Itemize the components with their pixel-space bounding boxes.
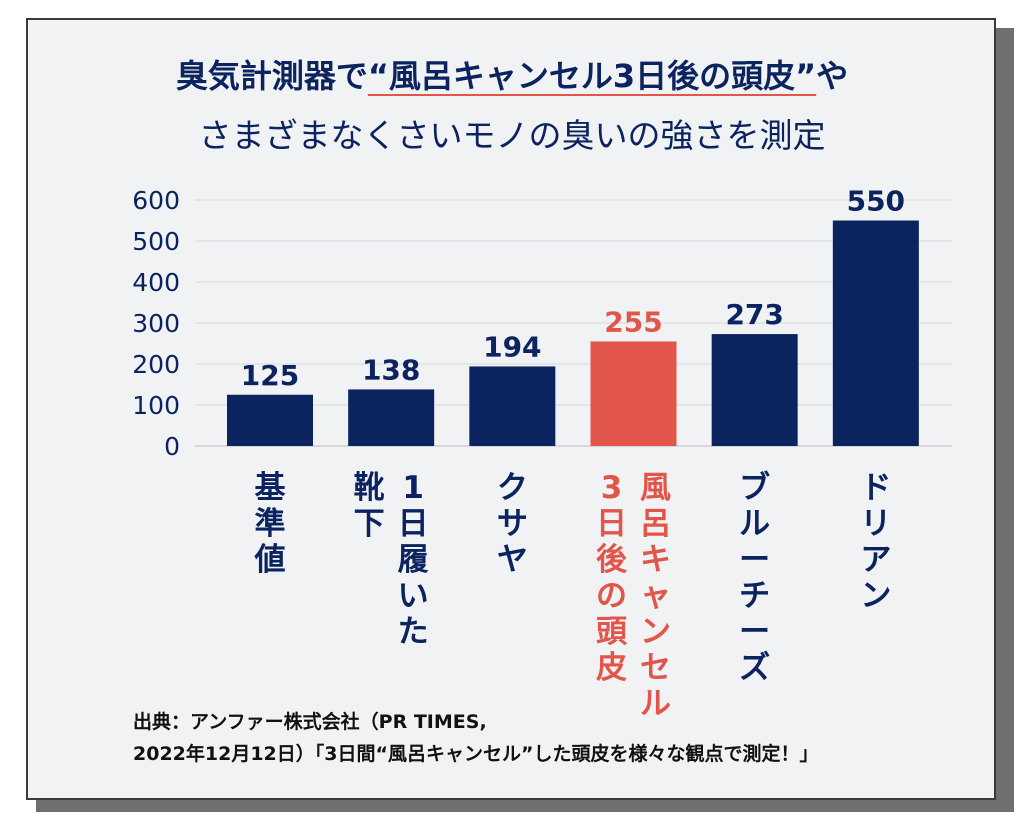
bars	[227, 220, 919, 446]
data-label: 194	[483, 330, 541, 363]
category-label-char: ー	[739, 542, 770, 578]
y-tick-label: 100	[132, 391, 180, 420]
category-label-char: ル	[739, 506, 770, 542]
category-label-char: セ	[640, 650, 671, 686]
category-label-char: キ	[640, 542, 671, 578]
bar	[227, 394, 313, 446]
y-tick-label: 200	[132, 350, 180, 379]
y-tick-label: 500	[132, 227, 180, 256]
y-tick-label: 400	[132, 268, 180, 297]
chart-title-line2: さまざまなくさいモノの臭いの強さを測定	[198, 116, 826, 155]
source-note: 出典：アンファー株式会社（PR TIMES, 2022年12月12日）「3日間“…	[133, 706, 933, 770]
category-label-char: ャ	[640, 578, 671, 614]
bar	[711, 334, 798, 446]
category-label-char: リ	[860, 506, 891, 542]
category-label-char: ン	[860, 578, 891, 614]
data-label: 138	[362, 353, 420, 386]
data-labels: 125 138 194 255 273 550	[241, 185, 905, 392]
category-label-char: 下	[354, 506, 385, 542]
y-tick-label: 300	[132, 309, 180, 338]
category-label-char: の	[596, 578, 627, 614]
category-label-char: 頭	[596, 614, 628, 650]
category-label-char: ヤ	[497, 542, 528, 578]
chart-title-line1: 臭気計測器で“風呂キャンセル3日後の頭皮”や	[0, 56, 1024, 96]
data-label: 550	[847, 185, 905, 218]
category-label-char: 値	[254, 542, 286, 578]
bar	[590, 341, 677, 446]
title-suffix: や	[816, 57, 849, 95]
source-line1: 出典：アンファー株式会社（PR TIMES,	[133, 711, 487, 733]
data-label: 125	[241, 359, 299, 392]
title-prefix: 臭気計測器で	[175, 57, 368, 95]
category-label-char: ブ	[739, 470, 770, 506]
data-label: 273	[725, 298, 783, 331]
y-tick-label: 0	[164, 432, 180, 461]
category-label-char: 3	[601, 470, 623, 506]
category-label-char: チ	[739, 578, 770, 614]
category-label-char: ズ	[739, 650, 770, 686]
category-label-char: た	[398, 614, 429, 650]
category-label-char: 日	[596, 506, 627, 542]
category-label-char: 皮	[596, 650, 627, 686]
category-label-char: 呂	[640, 506, 671, 542]
category-label-char: ア	[860, 542, 891, 578]
title-quote: “風呂キャンセル3日後の頭皮”	[367, 57, 817, 95]
category-label-char: 基	[255, 470, 286, 506]
category-label-char: 後	[596, 542, 628, 578]
category-label-char: サ	[497, 506, 528, 542]
category-label-char: ル	[640, 686, 671, 722]
y-axis-ticks: 0 100 200 300 400 500 600	[132, 186, 180, 461]
category-label-char: 1	[402, 470, 424, 506]
category-label-char: ド	[860, 470, 891, 506]
gridlines	[195, 199, 952, 447]
category-label-char: ン	[640, 614, 671, 650]
data-label: 255	[604, 305, 662, 338]
source-line2: 2022年12月12日）「3日間“風呂キャンセル”した頭皮を様々な観点で測定！」	[133, 743, 819, 765]
bar	[348, 389, 435, 446]
category-label-char: 風	[640, 470, 671, 506]
category-label-char: い	[398, 578, 429, 614]
bar	[832, 220, 919, 446]
category-label-char: 靴	[354, 470, 385, 506]
category-label-char: 履	[398, 542, 429, 578]
category-label-char: 日	[398, 506, 429, 542]
category-label-char: ー	[739, 614, 770, 650]
category-label-char: 準	[255, 506, 286, 542]
bar	[469, 366, 556, 446]
category-label-char: ク	[497, 470, 528, 506]
y-tick-label: 600	[132, 186, 180, 215]
